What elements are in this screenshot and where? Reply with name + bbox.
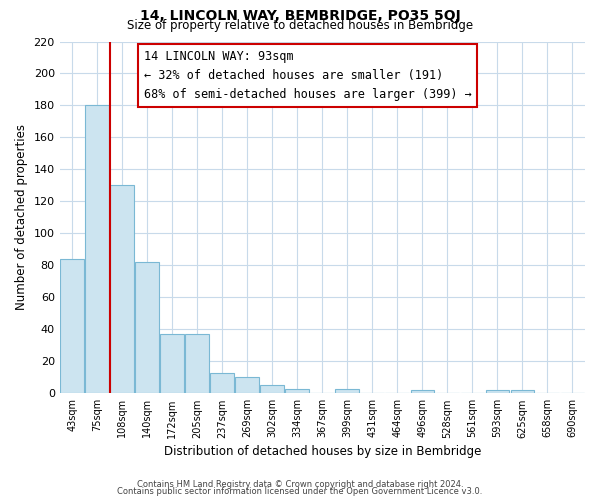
Bar — [335, 388, 359, 394]
Bar — [110, 186, 134, 394]
Bar — [185, 334, 209, 394]
Bar — [60, 259, 84, 394]
Text: Contains HM Land Registry data © Crown copyright and database right 2024.: Contains HM Land Registry data © Crown c… — [137, 480, 463, 489]
Bar — [410, 390, 434, 394]
Text: Size of property relative to detached houses in Bembridge: Size of property relative to detached ho… — [127, 18, 473, 32]
Bar — [260, 386, 284, 394]
Bar — [235, 378, 259, 394]
Text: 14, LINCOLN WAY, BEMBRIDGE, PO35 5QJ: 14, LINCOLN WAY, BEMBRIDGE, PO35 5QJ — [140, 9, 460, 23]
Bar — [211, 372, 234, 394]
Bar — [85, 106, 109, 394]
Bar — [485, 390, 509, 394]
Text: 14 LINCOLN WAY: 93sqm
← 32% of detached houses are smaller (191)
68% of semi-det: 14 LINCOLN WAY: 93sqm ← 32% of detached … — [144, 50, 472, 102]
Bar — [286, 388, 309, 394]
Text: Contains public sector information licensed under the Open Government Licence v3: Contains public sector information licen… — [118, 487, 482, 496]
X-axis label: Distribution of detached houses by size in Bembridge: Distribution of detached houses by size … — [164, 444, 481, 458]
Bar — [136, 262, 159, 394]
Y-axis label: Number of detached properties: Number of detached properties — [15, 124, 28, 310]
Bar — [511, 390, 535, 394]
Bar — [160, 334, 184, 394]
